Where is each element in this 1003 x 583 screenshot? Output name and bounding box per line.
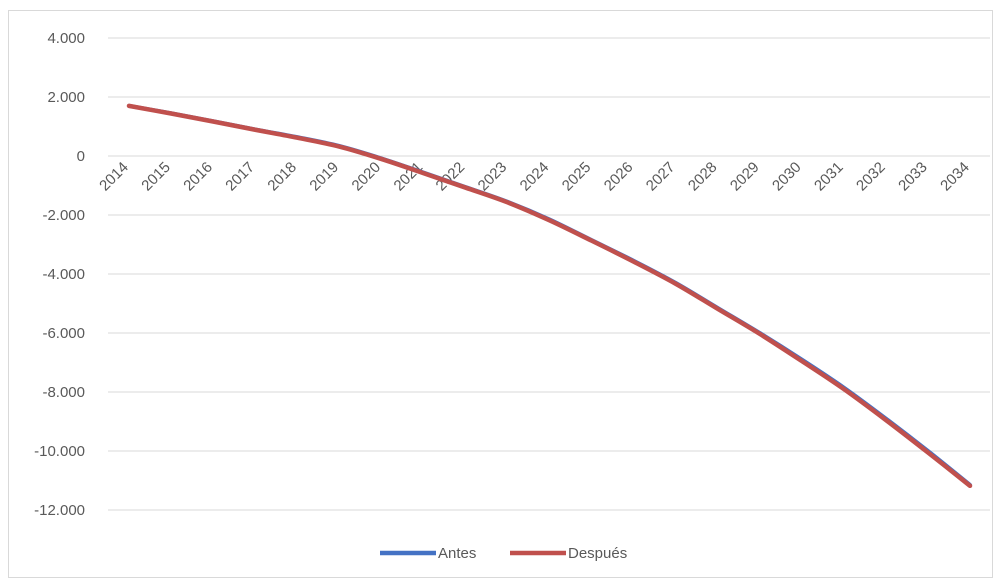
x-tick-label: 2015 (138, 159, 174, 195)
x-tick-label: 2031 (811, 159, 847, 195)
series-lines (126, 103, 973, 489)
x-tick-label: 2025 (559, 159, 595, 195)
x-tick-label: 2014 (96, 159, 132, 195)
x-tick-label: 2020 (349, 159, 385, 195)
x-tick-label: 2019 (306, 159, 342, 195)
x-tick-label: 2024 (517, 159, 553, 195)
x-tick-label: 2029 (727, 159, 763, 195)
x-tick-label: 2027 (643, 159, 679, 195)
legend-label: Después (568, 545, 627, 562)
x-tick-label: 2028 (685, 159, 721, 195)
x-tick-label: 2018 (264, 159, 300, 195)
x-tick-label: 2017 (222, 159, 258, 195)
x-tick-label: 2030 (769, 159, 805, 195)
legend-label: Antes (438, 545, 476, 562)
y-tick-label: -4.000 (42, 266, 85, 283)
y-tick-label: -8.000 (42, 384, 85, 401)
x-tick-label: 2032 (853, 159, 889, 195)
y-tick-label: -10.000 (34, 443, 85, 460)
y-tick-label: -6.000 (42, 325, 85, 342)
x-tick-label: 2033 (895, 159, 931, 195)
series-line-antes (127, 103, 972, 487)
gridlines (108, 37, 990, 511)
y-tick-label: 2.000 (47, 89, 85, 106)
x-tick-label: 2016 (180, 159, 216, 195)
y-axis-ticks: 4.000 2.000 0 -2.000 -4.000 -6.000 -8.000 -10.0… (34, 30, 85, 519)
y-tick-label: 4.000 (47, 30, 85, 47)
x-tick-label: 2034 (937, 159, 973, 195)
x-axis-ticks: 2014 2015 2016 2017 2018 2019 2020 2021 2022 2023… (96, 159, 973, 195)
x-tick-label: 2026 (601, 159, 637, 195)
x-tick-label: 2023 (475, 159, 511, 195)
y-tick-label: 0 (77, 148, 85, 165)
y-tick-label: -2.000 (42, 207, 85, 224)
chart-frame (8, 10, 993, 578)
legend: Antes Después (380, 545, 627, 562)
series-line-despu-s (126, 103, 973, 489)
y-tick-label: -12.000 (34, 502, 85, 519)
